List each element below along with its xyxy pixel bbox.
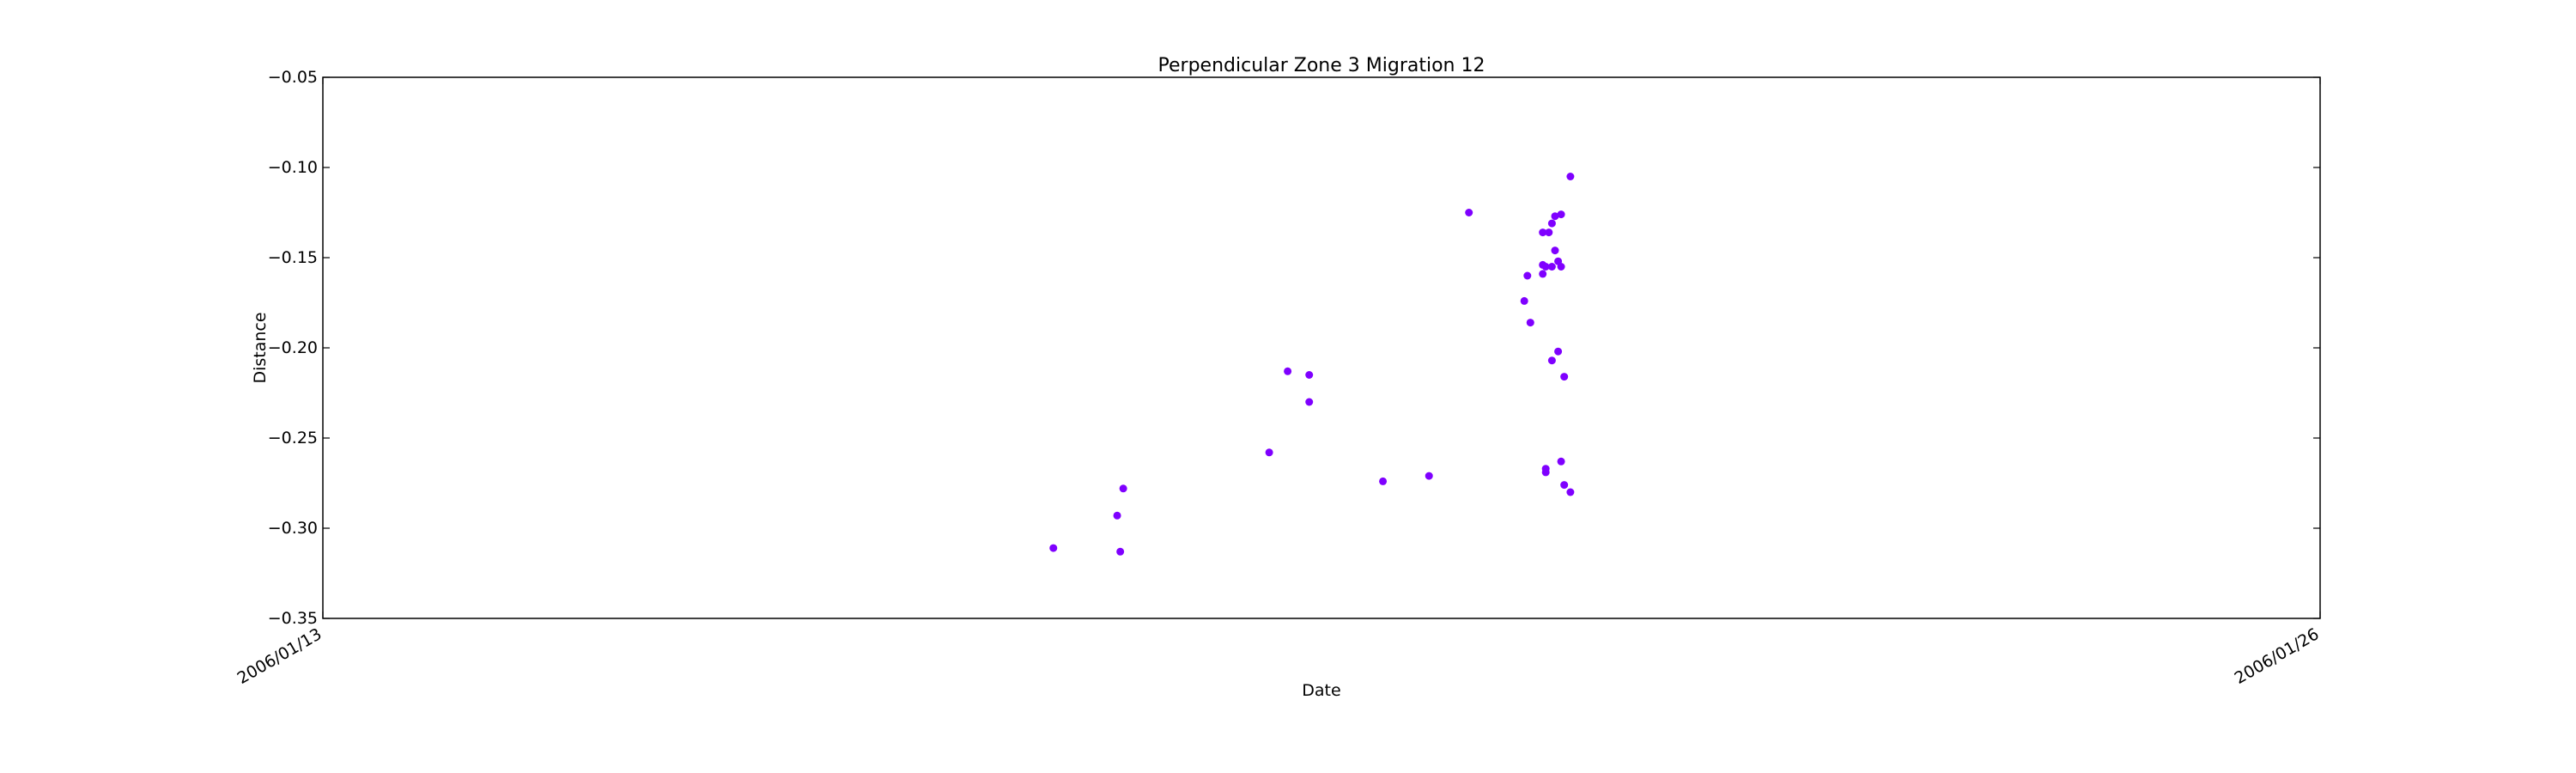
- data-point: [1551, 247, 1559, 255]
- data-point: [1560, 481, 1569, 490]
- data-points: [1049, 173, 1575, 556]
- data-point: [1305, 371, 1314, 379]
- data-point: [1541, 468, 1550, 477]
- y-tick-label: −0.25: [268, 429, 318, 447]
- y-tick-labels: −0.35 −0.30 −0.25 −0.20 −0.15 −0.10 −0.05: [268, 68, 318, 628]
- y-tick-label: −0.35: [268, 609, 318, 628]
- data-point: [1379, 477, 1388, 485]
- data-point: [1547, 356, 1556, 365]
- chart-title: Perpendicular Zone 3 Migration 12: [1158, 55, 1485, 76]
- data-point: [1465, 209, 1473, 216]
- data-point: [1557, 263, 1565, 271]
- data-point: [1560, 373, 1569, 381]
- plot-area: [322, 76, 2321, 619]
- tick-marks: [322, 76, 2321, 619]
- data-point: [1547, 219, 1556, 228]
- data-point: [1551, 212, 1559, 221]
- y-tick-label: −0.10: [268, 158, 318, 177]
- data-point: [1554, 347, 1563, 356]
- data-point: [1547, 263, 1556, 271]
- data-point: [1113, 511, 1121, 520]
- y-tick-label: −0.05: [268, 68, 318, 87]
- y-axis-label: Distance: [251, 312, 270, 383]
- data-point: [1557, 457, 1565, 466]
- y-tick-label: −0.30: [268, 519, 318, 538]
- data-point: [1539, 270, 1547, 278]
- data-point: [1116, 547, 1125, 556]
- x-axis-label: Date: [1302, 681, 1340, 700]
- data-point: [1526, 319, 1534, 327]
- data-point: [1566, 488, 1575, 496]
- data-point: [1049, 544, 1058, 552]
- data-point: [1566, 173, 1575, 180]
- y-tick-label: −0.20: [268, 338, 318, 357]
- data-point: [1539, 228, 1547, 237]
- data-point: [1305, 398, 1314, 406]
- data-point: [1119, 484, 1127, 493]
- data-point: [1265, 448, 1273, 457]
- data-point: [1284, 367, 1292, 375]
- y-tick-label: −0.15: [268, 248, 318, 267]
- data-point: [1541, 263, 1550, 271]
- data-point: [1557, 210, 1565, 219]
- data-point: [1523, 271, 1532, 280]
- data-point: [1545, 228, 1553, 237]
- data-point: [1425, 472, 1433, 480]
- data-point: [1520, 296, 1528, 305]
